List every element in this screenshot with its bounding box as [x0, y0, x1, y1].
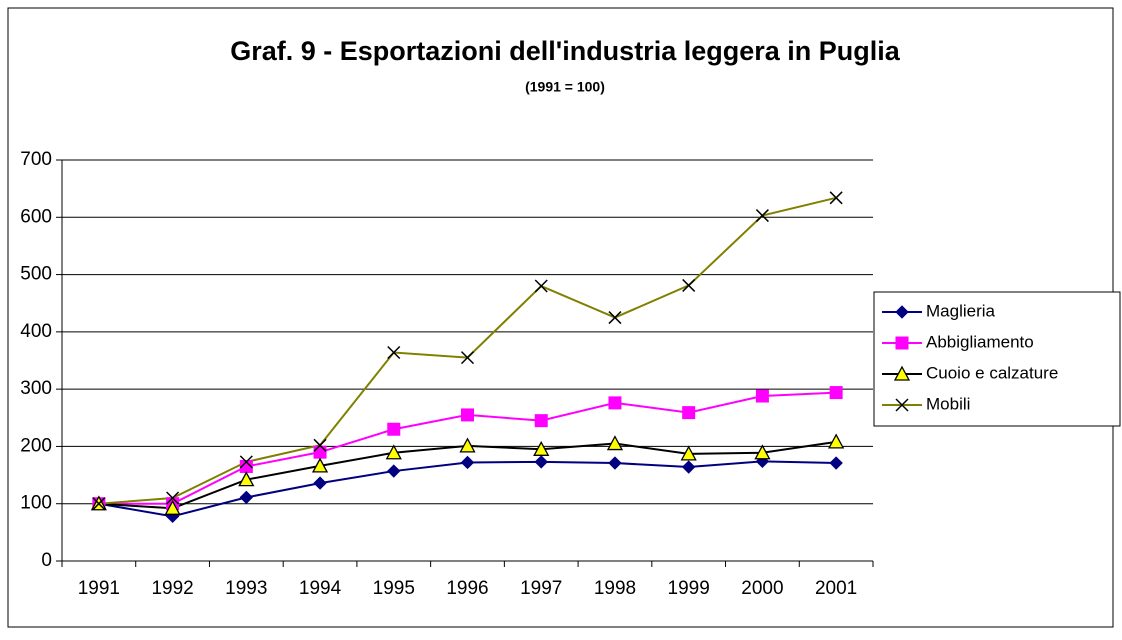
marker [608, 311, 622, 325]
marker [828, 433, 845, 449]
marker [755, 209, 769, 223]
marker [895, 336, 909, 350]
marker [755, 389, 769, 403]
marker [164, 499, 181, 515]
marker [460, 351, 475, 365]
marker [533, 440, 550, 456]
marker [313, 445, 327, 459]
marker [238, 471, 255, 487]
marker [681, 460, 696, 474]
marker [313, 438, 327, 452]
y-tick-label: 0 [41, 550, 52, 571]
marker [459, 437, 476, 453]
x-tick-label: 1997 [520, 578, 562, 599]
x-tick-label: 1999 [668, 578, 710, 599]
x-tick-label: 1994 [299, 578, 342, 599]
marker [682, 278, 696, 292]
x-tick-label: 1995 [373, 578, 415, 599]
marker [895, 305, 909, 319]
chart-subtitle: (1991 = 100) [525, 79, 605, 95]
marker [682, 406, 696, 420]
marker [461, 408, 474, 422]
marker [311, 457, 329, 473]
marker [239, 455, 253, 469]
marker [387, 422, 401, 436]
legend-label: Cuoio e calzature [926, 363, 1058, 382]
marker [534, 414, 548, 428]
x-tick-label: 1996 [446, 578, 488, 599]
marker [608, 456, 622, 470]
x-tick-label: 2001 [815, 578, 857, 599]
marker [680, 445, 697, 461]
marker [239, 490, 254, 505]
x-tick-label: 1991 [78, 578, 120, 599]
x-tick-label: 1993 [225, 578, 267, 599]
marker [166, 491, 180, 505]
y-tick-label: 600 [20, 206, 52, 227]
legend-label: Maglieria [926, 301, 996, 320]
marker [754, 444, 771, 460]
legend-label: Mobili [926, 394, 970, 413]
marker [387, 464, 401, 478]
y-tick-label: 200 [20, 435, 52, 456]
y-tick-label: 700 [20, 149, 52, 170]
marker [534, 279, 548, 293]
marker [385, 444, 402, 460]
marker [92, 497, 106, 511]
x-tick-label: 1992 [151, 578, 193, 599]
marker [829, 456, 843, 470]
marker [893, 365, 911, 381]
marker [606, 435, 624, 451]
y-tick-label: 100 [20, 493, 52, 514]
marker [829, 386, 843, 400]
legend-label: Abbigliamento [926, 332, 1034, 351]
x-tick-label: 1998 [594, 578, 636, 599]
y-tick-label: 300 [20, 378, 52, 399]
x-tick-label: 2000 [741, 578, 783, 599]
marker [534, 455, 548, 469]
y-tick-label: 400 [20, 321, 52, 342]
marker [313, 476, 327, 490]
marker [387, 345, 401, 360]
marker [460, 455, 475, 470]
marker [829, 191, 843, 205]
marker [895, 398, 909, 412]
y-tick-label: 500 [20, 264, 52, 285]
legend-box [873, 291, 1121, 427]
chart-title: Graf. 9 - Esportazioni dell'industria le… [230, 36, 901, 66]
marker [608, 396, 622, 410]
